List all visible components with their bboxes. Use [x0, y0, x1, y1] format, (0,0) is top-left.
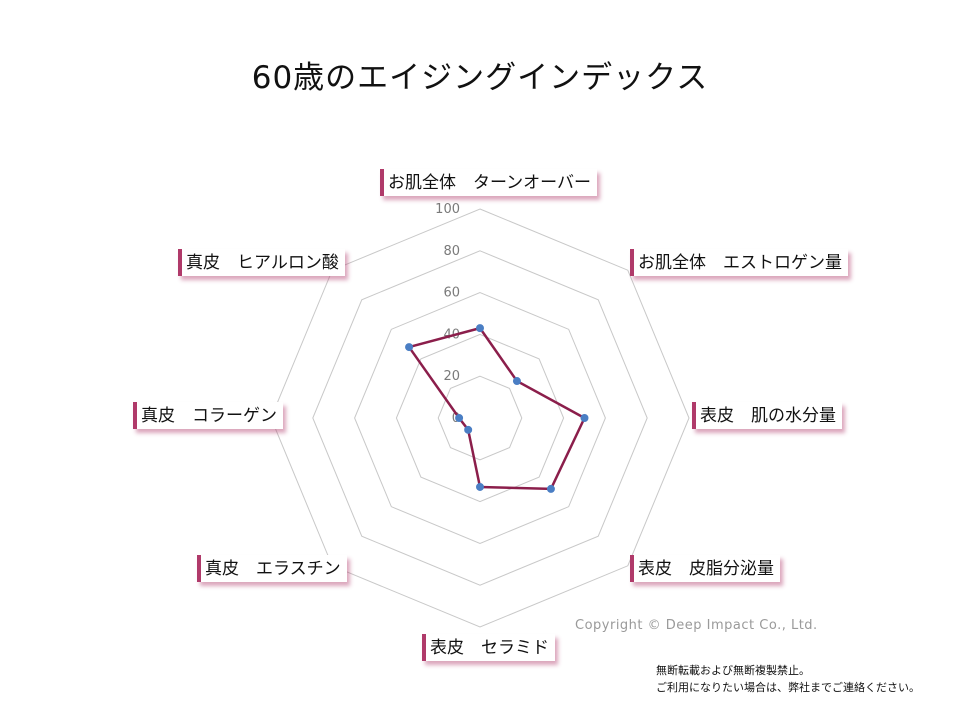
axis-label-1: お肌全体 エストロゲン量 — [630, 249, 848, 276]
grid-ring-40 — [395, 333, 565, 503]
data-point-7 — [405, 343, 414, 352]
copyright-text: Copyright © Deep Impact Co., Ltd. — [575, 618, 818, 633]
notice-line-1: 無断転載および無断複製禁止。 — [656, 664, 810, 677]
chart-title: 60歳のエイジングインデックス — [251, 60, 709, 96]
axis-label-7: 真皮 ヒアルロン酸 — [178, 249, 345, 276]
grid-ring-100 — [270, 208, 690, 628]
tick-label: 80 — [443, 244, 460, 259]
axis-label-3: 表皮 皮脂分泌量 — [630, 555, 780, 582]
axis-label-4: 表皮 セラミド — [422, 634, 555, 661]
tick-label: 20 — [443, 369, 460, 384]
series-line — [407, 326, 586, 491]
data-point-2 — [580, 414, 589, 422]
data-point-5 — [464, 425, 473, 434]
data-point-6 — [455, 414, 464, 422]
axis-label-2: 表皮 肌の水分量 — [692, 402, 842, 429]
data-point-0 — [476, 324, 484, 333]
data-point-3 — [546, 484, 555, 493]
data-point-1 — [512, 377, 521, 386]
grid-ring-80 — [312, 250, 648, 586]
tick-label: 100 — [435, 202, 460, 217]
axis-label-5: 真皮 エラスチン — [197, 555, 347, 582]
usage-notice: 無断転載および無断複製禁止。 ご利用になりたい場合は、弊社までご連絡ください。 — [656, 662, 920, 696]
data-point-4 — [476, 482, 484, 491]
radar-grid — [270, 208, 690, 628]
axis-label-6: 真皮 コラーゲン — [133, 402, 283, 429]
radar-series — [405, 324, 589, 493]
notice-line-2: ご利用になりたい場合は、弊社までご連絡ください。 — [656, 681, 920, 694]
grid-ring-60 — [354, 292, 606, 544]
axis-label-0: お肌全体 ターンオーバー — [380, 169, 597, 196]
tick-label: 60 — [443, 286, 460, 301]
radar-tick-labels: 020406080100 — [435, 202, 460, 426]
